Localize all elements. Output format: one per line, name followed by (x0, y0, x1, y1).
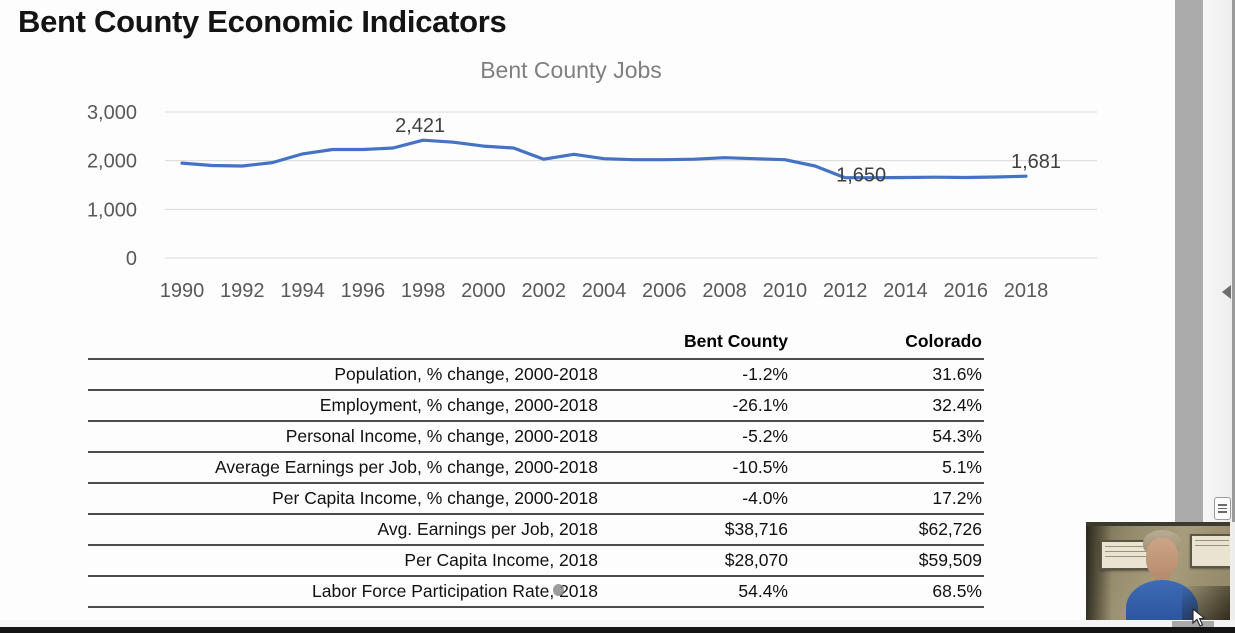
x-axis-tick-label: 2002 (521, 280, 566, 302)
picture-frame-right (1190, 534, 1230, 568)
y-axis-tick-label: 2,000 (87, 151, 137, 173)
cell-bent: -1.2% (742, 364, 788, 384)
cell-label: Per Capita Income, % change, 2000-2018 (272, 488, 598, 508)
collapse-panel-arrow-icon[interactable] (1222, 285, 1231, 299)
table-header-row: Bent County Colorado (88, 326, 984, 359)
cell-bent: -10.5% (732, 457, 788, 477)
cell-bent: -26.1% (732, 395, 788, 415)
table-row: Employment, % change, 2000-2018 -26.1% 32.… (88, 390, 984, 421)
cell-colorado: $59,509 (918, 550, 982, 570)
table-row: Avg. Earnings per Job, 2018 $38,716 $62,72… (88, 514, 984, 545)
x-axis-tick-label: 2012 (823, 280, 868, 302)
horizontal-scrollbar-track[interactable] (0, 620, 1235, 628)
cell-colorado: 17.2% (932, 488, 982, 508)
x-axis-tick-label: 1998 (401, 280, 446, 302)
table-row: Labor Force Participation Rate, 2018 54.4… (88, 576, 984, 607)
x-axis-tick-label: 2018 (1004, 280, 1049, 302)
bottom-black-bar (0, 627, 1235, 633)
cell-label: Personal Income, % change, 2000-2018 (285, 426, 598, 446)
y-axis-tick-label: 0 (126, 248, 137, 270)
header-blank (88, 326, 600, 359)
cell-label: Avg. Earnings per Job, 2018 (377, 519, 598, 539)
cell-label: Average Earnings per Job, % change, 2000… (214, 457, 598, 477)
cell-colorado: 68.5% (932, 581, 982, 601)
x-axis-tick-label: 2016 (943, 280, 988, 302)
y-axis-tick-label: 1,000 (87, 199, 137, 221)
shared-slide: Bent County Economic Indicators Bent Cou… (18, 4, 1097, 608)
data-point-label: 1,681 (1011, 151, 1061, 173)
x-axis-tick-label: 1992 (220, 280, 265, 302)
header-colorado: Colorado (905, 330, 982, 351)
webcam-shadow-left (1086, 522, 1112, 620)
chart-title: Bent County Jobs (480, 57, 662, 83)
webcam-video[interactable] (1086, 522, 1230, 620)
cell-colorado: 31.6% (932, 364, 982, 384)
cell-colorado: 32.4% (932, 395, 982, 415)
cell-label: Employment, % change, 2000-2018 (319, 395, 598, 415)
economic-indicators-table: Bent County Colorado Population, % chang… (88, 326, 984, 608)
cell-bent: 54.4% (738, 581, 788, 601)
cell-label: Per Capita Income, 2018 (404, 550, 598, 570)
cell-bent: $28,070 (724, 550, 788, 570)
x-axis-tick-label: 2014 (883, 280, 928, 302)
right-rail-edge (1232, 0, 1235, 522)
cell-bent: -4.0% (742, 488, 788, 508)
cell-colorado: $62,726 (918, 519, 982, 539)
cell-colorado: 54.3% (932, 426, 982, 446)
cell-label: Population, % change, 2000-2018 (334, 364, 598, 384)
table-row: Per Capita Income, 2018 $28,070 $59,509 (88, 545, 984, 576)
horizontal-scrollbar-thumb[interactable] (1172, 621, 1214, 628)
y-axis-tick-label: 3,000 (87, 102, 137, 124)
jobs-line-chart: Bent County Jobs 3,000 2,000 1,000 0 1990 1992… (87, 57, 1097, 302)
x-axis-tick-label: 2008 (702, 280, 747, 302)
header-bent-county: Bent County (683, 330, 788, 351)
cell-label: Labor Force Participation Rate, 2018 (312, 581, 598, 601)
x-axis-tick-label: 2004 (582, 280, 627, 302)
data-point-label: 2,421 (395, 115, 445, 137)
webcam-shadow-corner (1182, 586, 1230, 620)
grip-handle-icon[interactable] (1214, 497, 1231, 520)
x-axis-tick-label: 2000 (461, 280, 506, 302)
table-row: Personal Income, % change, 2000-2018 -5.2… (88, 421, 984, 452)
data-point-label: 1,650 (836, 165, 886, 187)
webcam-top-edge (1086, 522, 1230, 526)
cell-bent: -5.2% (742, 426, 788, 446)
table-row: Population, % change, 2000-2018 -1.2% 31.6… (88, 359, 984, 390)
cell-colorado: 5.1% (942, 457, 982, 477)
table-row: Average Earnings per Job, % change, 2000… (88, 452, 984, 483)
x-axis-tick-label: 1990 (160, 280, 205, 302)
x-axis-tick-label: 2010 (763, 280, 808, 302)
pointer-dot (553, 584, 564, 596)
x-axis-tick-label: 1994 (280, 280, 325, 302)
jobs-series-line (180, 138, 1028, 180)
slide-title: Bent County Economic Indicators (18, 4, 507, 39)
x-axis-tick-label: 1996 (341, 280, 386, 302)
x-axis-tick-label: 2006 (642, 280, 687, 302)
table-row: Per Capita Income, % change, 2000-2018 -4… (88, 483, 984, 514)
cell-bent: $38,716 (724, 519, 788, 539)
cursor-arrow-icon (1192, 608, 1206, 627)
